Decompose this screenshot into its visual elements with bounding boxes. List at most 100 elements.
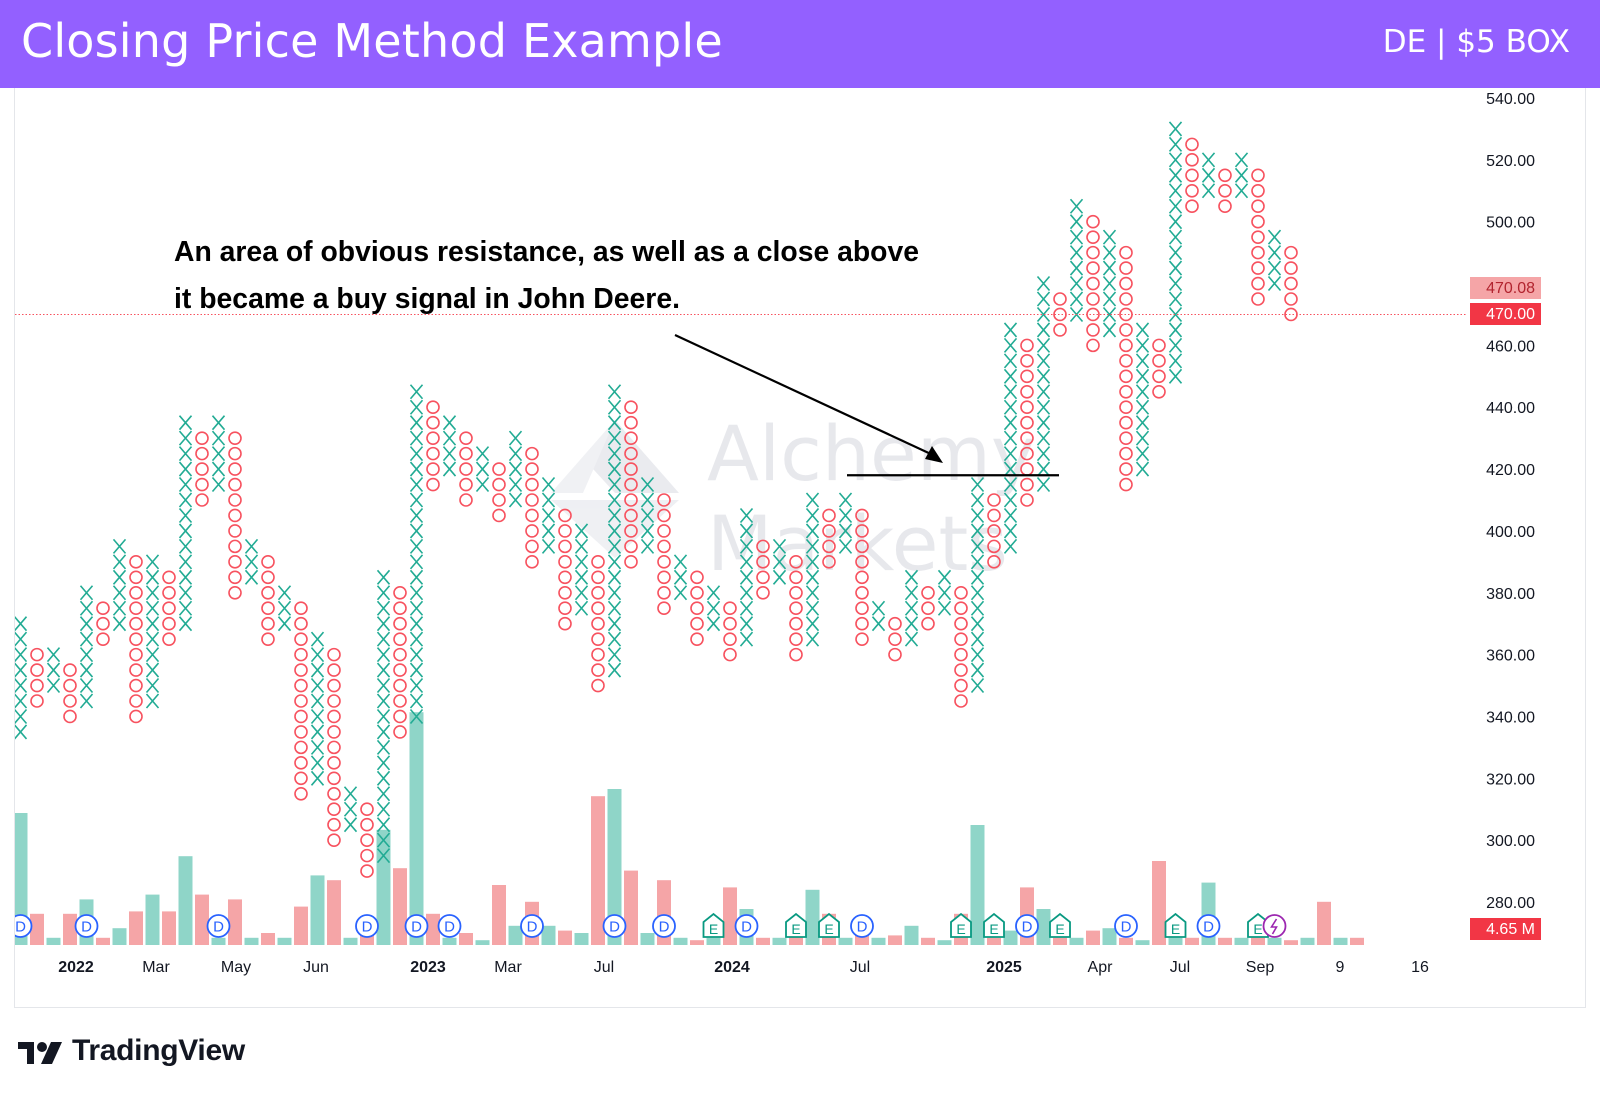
volume-bar xyxy=(244,937,259,945)
volume-label: 4.65 M xyxy=(1470,918,1541,940)
x-box xyxy=(1102,291,1117,307)
earnings-event-icon[interactable]: E xyxy=(1164,912,1187,938)
o-box xyxy=(162,632,176,646)
dividend-event-icon[interactable]: D xyxy=(1114,914,1138,938)
x-box xyxy=(970,662,985,678)
o-box xyxy=(888,632,902,646)
o-box xyxy=(327,725,341,739)
x-box xyxy=(772,569,787,585)
x-box xyxy=(15,678,28,694)
x-column xyxy=(244,538,259,585)
earnings-event-icon[interactable]: E xyxy=(1049,912,1071,938)
x-box xyxy=(970,678,985,694)
x-box xyxy=(1036,430,1051,446)
o-column xyxy=(1218,168,1232,214)
earnings-event-icon[interactable]: E xyxy=(702,912,725,938)
o-box xyxy=(1119,338,1133,353)
x-column xyxy=(772,538,787,585)
x-box xyxy=(607,430,622,446)
o-column xyxy=(1086,214,1100,353)
x-box xyxy=(1135,384,1150,400)
earnings-event-icon[interactable]: E xyxy=(983,912,1005,938)
dividend-event-icon[interactable]: D xyxy=(602,914,627,938)
x-column xyxy=(1234,152,1249,199)
x-box xyxy=(640,523,655,539)
x-column xyxy=(178,415,193,632)
o-box xyxy=(921,601,935,616)
volume-bar xyxy=(30,913,44,945)
dividend-event-icon[interactable]: D xyxy=(652,914,676,938)
x-box xyxy=(178,600,193,616)
x-box xyxy=(1069,291,1084,307)
volume-bars xyxy=(15,712,1364,945)
x-box xyxy=(904,569,919,585)
o-box xyxy=(855,616,869,631)
o-box xyxy=(393,663,407,677)
x-column xyxy=(508,430,523,508)
x-box xyxy=(145,600,160,616)
x-box xyxy=(508,477,523,493)
time-axis[interactable]: 2022 Mar May Jun 2023 Mar Jul 2024 Jul 2025 Apr Jul… xyxy=(58,959,1429,976)
x-box xyxy=(178,477,193,493)
volume-bar xyxy=(343,937,358,945)
x-box xyxy=(15,616,28,632)
dividend-event-icon[interactable]: D xyxy=(734,914,759,938)
o-box xyxy=(63,709,77,724)
volume-bar xyxy=(838,937,853,945)
volume-bar xyxy=(987,937,1001,945)
dividend-event-icon[interactable]: D xyxy=(404,914,429,938)
watermark-line1: Alchemy xyxy=(707,409,1036,498)
dividend-event-icon[interactable]: D xyxy=(1015,914,1039,938)
svg-text:D: D xyxy=(527,919,538,936)
o-box xyxy=(789,601,803,616)
price-axis[interactable]: 540.00 520.00 500.00 460.00 440.00 420.00 400.… xyxy=(1486,91,1535,912)
o-box xyxy=(558,570,572,585)
x-column xyxy=(970,477,985,694)
o-box xyxy=(822,555,836,569)
x-box xyxy=(607,616,622,632)
earnings-event-icon[interactable]: E xyxy=(950,912,972,938)
x-box xyxy=(1168,136,1183,152)
o-box xyxy=(525,539,539,554)
dividend-event-icon[interactable]: D xyxy=(15,914,33,938)
split-event-icon[interactable] xyxy=(1262,914,1287,938)
earnings-event-icon[interactable]: E xyxy=(785,912,807,938)
dividend-event-icon[interactable]: D xyxy=(850,914,874,938)
x-box xyxy=(112,569,127,585)
dividend-event-icon[interactable]: D xyxy=(355,914,379,938)
x-box xyxy=(541,523,556,539)
o-box xyxy=(426,431,440,445)
dividend-event-icon[interactable]: D xyxy=(74,914,99,938)
dividend-event-icon[interactable]: D xyxy=(206,914,231,938)
o-column xyxy=(1251,168,1265,306)
dividend-event-icon[interactable]: D xyxy=(1196,914,1221,938)
chart-panel[interactable]: Alchemy Markets An area of obvious resis… xyxy=(14,88,1586,1008)
o-box xyxy=(1119,323,1133,337)
earnings-event-icon[interactable]: E xyxy=(818,912,840,938)
o-box xyxy=(96,632,110,646)
volume-bar xyxy=(459,933,473,945)
o-box xyxy=(1218,183,1232,198)
x-column xyxy=(277,585,292,632)
svg-text:D: D xyxy=(213,919,224,936)
x-box xyxy=(343,786,358,802)
dividend-event-icon[interactable]: D xyxy=(520,914,544,938)
point-and-figure-chart[interactable]: Alchemy Markets An area of obvious resis… xyxy=(15,88,1585,1006)
x-box xyxy=(574,523,589,539)
o-box xyxy=(1119,400,1133,415)
o-box xyxy=(657,539,671,554)
volume-bar xyxy=(1218,937,1232,945)
x-box xyxy=(508,492,523,508)
x-column xyxy=(112,538,127,632)
x-box xyxy=(673,569,688,585)
x-box xyxy=(376,739,391,755)
svg-text:D: D xyxy=(15,919,26,936)
x-box xyxy=(145,693,160,709)
o-box xyxy=(1086,230,1100,244)
o-box xyxy=(30,647,44,662)
dividend-event-icon[interactable]: D xyxy=(437,914,462,938)
o-box xyxy=(1020,431,1034,445)
earnings-event-icon[interactable]: E xyxy=(1247,912,1269,938)
o-box xyxy=(1152,384,1166,399)
